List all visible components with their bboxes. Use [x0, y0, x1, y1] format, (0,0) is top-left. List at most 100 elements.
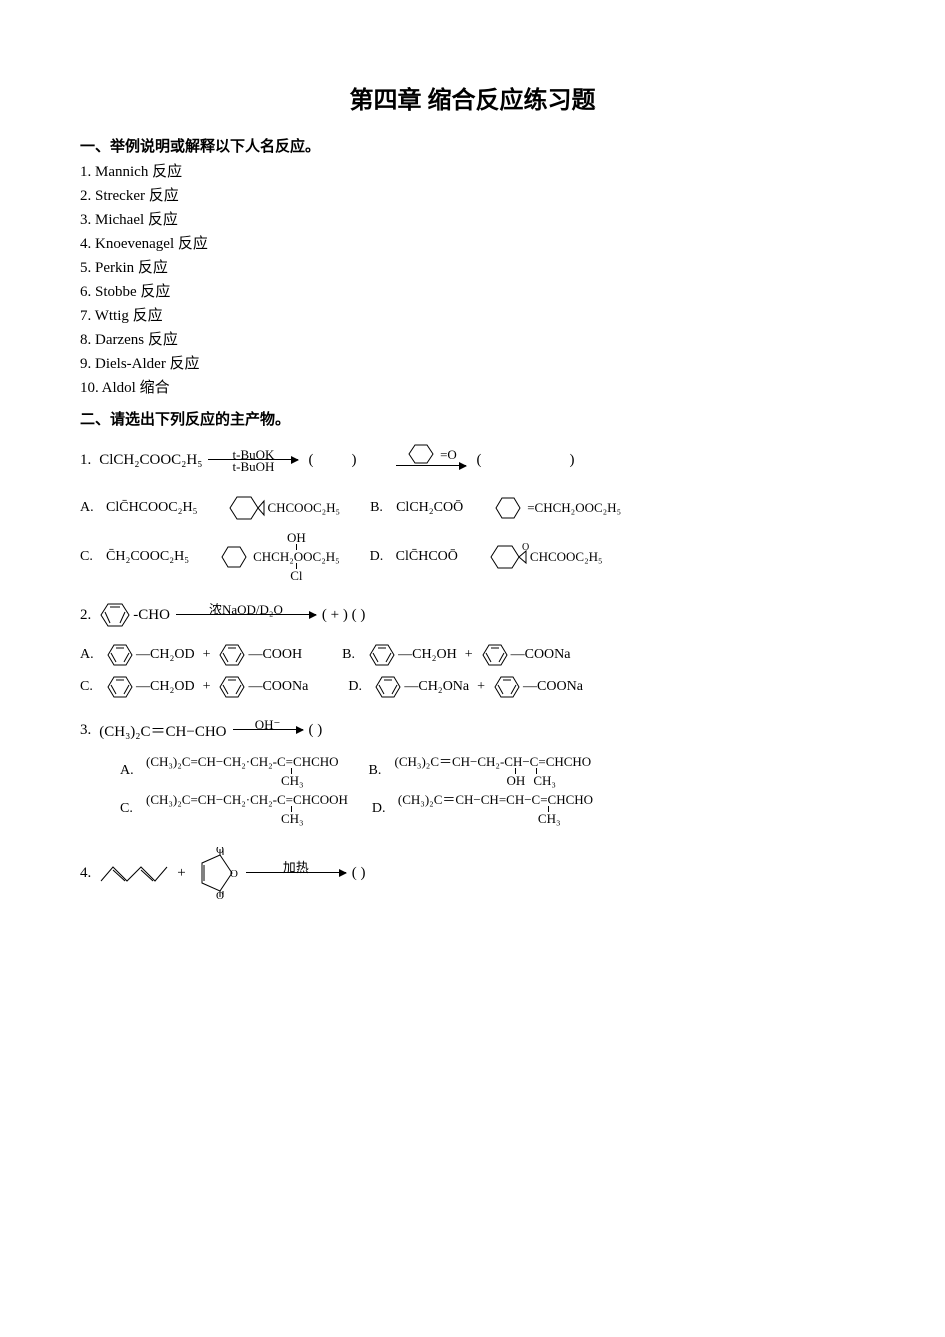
- benzene-icon: [493, 674, 523, 700]
- page-title: 第四章 缩合反应练习题: [80, 80, 865, 115]
- q1-optC-f2-top: OH: [287, 531, 306, 544]
- q2-opt-row-CD: C. —CH₂OD + —COONa D. —CH₂ONa + —COONa: [80, 674, 865, 700]
- q1-arrow1-below: t-BuOH: [208, 460, 298, 473]
- q1-paren2-close: ): [569, 452, 574, 469]
- q4-num: 4.: [80, 865, 91, 882]
- benzene-icon: [106, 674, 136, 700]
- q1-optA-ring-icon: [227, 491, 267, 525]
- q1-paren1-open: (: [308, 452, 313, 469]
- q2-arrow-icon: 浓NaOD/D₂O: [176, 603, 316, 628]
- q3-optD-sub: CH₃: [538, 812, 561, 825]
- benzene-icon: [218, 642, 248, 668]
- q2-opt-row-AB: A. —CH₂OD + —COOH B. —CH₂OH + —COONa: [80, 642, 865, 668]
- q2-optB-label: B.: [342, 647, 362, 663]
- s1-item-10: 10. Aldol 缩合: [80, 376, 865, 400]
- q3-optB-label: B.: [369, 763, 389, 779]
- s1-item-4: 4. Knoevenagel 反应: [80, 232, 865, 256]
- q3-opt-row-CD: C. (CH₃)₂C=CH−CH₂·CH₂-C=CHCOOH CH₃ D. (C…: [120, 793, 865, 825]
- q3-optB-sub2: CH₃: [533, 774, 556, 787]
- s1-item-7: 7. Wttig 反应: [80, 304, 865, 328]
- section1-header: 一、举例说明或解释以下人名反应。: [80, 135, 865, 156]
- q1-paren2-open: (: [476, 452, 481, 469]
- q3-optA-main: (CH₃)₂C=CH−CH₂·CH₂-C=CHCHO: [146, 755, 339, 768]
- q1-optB-label: B.: [370, 500, 390, 516]
- q2-mid: ( + ) ( ): [322, 607, 365, 624]
- q1-optC-label: C.: [80, 549, 100, 565]
- q1-optB-f1: ClCH₂COŌ: [396, 500, 463, 516]
- q3-optA-label: A.: [120, 763, 140, 779]
- benzene-icon: [99, 600, 133, 630]
- q1-optD-label: D.: [370, 549, 390, 565]
- benzene-icon: [368, 642, 398, 668]
- q1-row: 1. ClCH₂COOC₂H₅ t-BuOK t-BuOH ( ) =O ( ): [80, 441, 865, 479]
- q3-optA-sub: CH₃: [281, 774, 304, 787]
- q1-paren1-close: ): [351, 452, 356, 469]
- q4-paren: ( ): [352, 865, 366, 882]
- q2-optC-l: CH₂OD: [150, 679, 195, 695]
- q3-optD-label: D.: [372, 801, 392, 817]
- q4-row: 4. + O O O 加热 ( ): [80, 847, 865, 899]
- s1-item-8: 8. Darzens 反应: [80, 328, 865, 352]
- q3-optB-sub1: OH: [507, 774, 526, 787]
- q1-optA-label: A.: [80, 500, 100, 516]
- q3-optC-sub: CH₃: [281, 812, 304, 825]
- q3-optD-main: (CH₃)₂C＝CH−CH=CH−C=CHCHO: [398, 793, 593, 806]
- q1-optC-f1: C̄H₂COOC₂H₅: [106, 549, 189, 565]
- q3-start: (CH₃)₂C＝CH−CHO: [99, 720, 226, 741]
- q3-optC-label: C.: [120, 801, 140, 817]
- q2-row: 2. -CHO 浓NaOD/D₂O ( + ) ( ): [80, 600, 865, 630]
- q2-optA-label: A.: [80, 647, 100, 663]
- q2-optD-label: D.: [348, 679, 368, 695]
- q3-paren: ( ): [309, 722, 323, 739]
- q2-optA-l: CH₂OD: [150, 647, 195, 663]
- q1-optD-O-label: O: [522, 542, 529, 553]
- q2-optB-l: CH₂OH: [412, 647, 457, 663]
- svg-text:O: O: [216, 890, 224, 899]
- svg-text:O: O: [230, 868, 238, 880]
- benzene-icon: [106, 642, 136, 668]
- q3-opt-row-AB: A. (CH₃)₂C=CH−CH₂·CH₂-C=CHCHO CH₃ B. (CH…: [120, 755, 865, 787]
- cyclohexanone-icon: [406, 441, 440, 467]
- q2-optB-r: COONa: [525, 647, 571, 663]
- q1-opt-row-AB: A. ClC̄HCOOC₂H₅ CHCOOC₂H₅ B. ClCH₂COŌ =C…: [80, 491, 865, 525]
- benzene-icon: [374, 674, 404, 700]
- q3-num: 3.: [80, 722, 91, 739]
- s1-item-1: 1. Mannich 反应: [80, 160, 865, 184]
- q4-plus: +: [177, 865, 185, 882]
- q1-opt-row-CD: C. C̄H₂COOC₂H₅ OH CHCH₂OOC₂H₅ Cl D. ClC̄…: [80, 531, 865, 582]
- q2-optC-label: C.: [80, 679, 100, 695]
- diene-icon: [99, 861, 169, 885]
- q4-arrow-icon: 加热: [246, 861, 346, 886]
- q2-optD-r: COONa: [537, 679, 583, 695]
- q2-optC-r: COONa: [262, 679, 308, 695]
- maleic-anhydride-icon: O O O: [194, 847, 240, 899]
- q3-row: 3. (CH₃)₂C＝CH−CHO OH⁻ ( ): [80, 718, 865, 743]
- q1-optC-stack: OH CHCH₂OOC₂H₅ Cl: [253, 531, 340, 582]
- svg-text:O: O: [216, 847, 224, 856]
- q3-optB-main: (CH₃)₂C＝CH−CH₂-CH−C=CHCHO: [395, 755, 592, 768]
- s1-item-2: 2. Strecker 反应: [80, 184, 865, 208]
- q1-optC-f2-bot: Cl: [290, 569, 302, 582]
- section2-header: 二、请选出下列反应的主产物。: [80, 408, 865, 429]
- q1-optB-ring-icon: [493, 493, 527, 523]
- s1-item-6: 6. Stobbe 反应: [80, 280, 865, 304]
- q1-optC-ring-icon: [219, 542, 253, 572]
- q1-optA-f2: CHCOOC₂H₅: [267, 500, 340, 516]
- benzene-icon: [481, 642, 511, 668]
- q1-arrow1-icon: t-BuOK t-BuOH: [208, 448, 298, 473]
- q1-arrow2-icon: =O: [396, 441, 466, 479]
- q1-ketone-label: =O: [440, 448, 457, 461]
- q2-num: 2.: [80, 607, 91, 624]
- q2-optA-r: COOH: [262, 647, 302, 663]
- q1-optC-f2-mid: CHCH₂OOC₂H₅: [253, 550, 340, 563]
- q1-start: ClCH₂COOC₂H₅: [99, 452, 202, 469]
- document-page: 第四章 缩合反应练习题 一、举例说明或解释以下人名反应。 1. Mannich …: [0, 0, 945, 1337]
- s1-item-9: 9. Diels-Alder 反应: [80, 352, 865, 376]
- benzene-icon: [218, 674, 248, 700]
- q2-optD-l: CH₂ONa: [418, 679, 469, 695]
- q1-optD-ring-icon: O: [488, 540, 530, 574]
- q3-optC-main: (CH₃)₂C=CH−CH₂·CH₂-C=CHCOOH: [146, 793, 348, 806]
- q2-cho: -CHO: [133, 607, 170, 624]
- q1-optA-f1: ClC̄HCOOC₂H₅: [106, 500, 197, 516]
- q3-arrow-icon: OH⁻: [233, 718, 303, 743]
